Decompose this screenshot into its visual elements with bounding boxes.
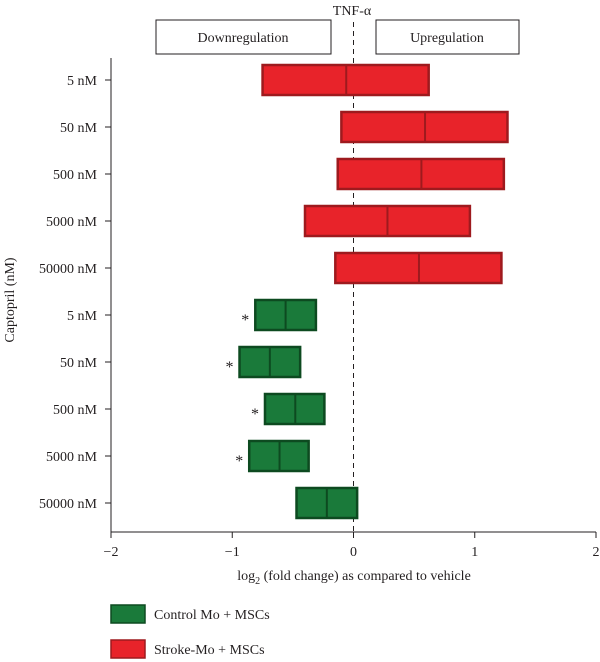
- legend-swatch-control: [110, 604, 146, 624]
- x-tick-label: 1: [471, 545, 478, 560]
- y-tick-label: 5000 nM: [46, 450, 98, 465]
- upregulation-box: [375, 19, 520, 55]
- significance-marker: *: [226, 359, 234, 376]
- y-tick-label: 500 nM: [53, 403, 98, 418]
- chart-title: TNF-α: [333, 4, 372, 19]
- downregulation-box: [155, 19, 332, 55]
- tick-layer: 5 nM 50 nM 500 nM 5000 nM 50000 nM 5 nM 50 nM 5…: [39, 74, 599, 560]
- downregulation-label: Downregulation: [198, 31, 289, 46]
- x-tick-label: 2: [593, 545, 600, 560]
- bar-layer: * * * *: [226, 63, 509, 520]
- x-axis-label-rest: (fold change) as compared to vehicle: [260, 569, 471, 584]
- upregulation-label: Upregulation: [410, 31, 484, 46]
- x-axis-label-main: log: [237, 569, 255, 584]
- y-tick-label: 50 nM: [60, 121, 98, 136]
- x-tick-label: −2: [104, 545, 119, 560]
- x-axis-label-subscript: 2: [255, 576, 260, 587]
- y-tick-label: 500 nM: [53, 168, 98, 183]
- significance-marker: *: [235, 453, 243, 470]
- y-tick-label: 5 nM: [67, 74, 98, 89]
- y-axis-label: Captopril (nM): [3, 257, 18, 342]
- x-tick-label: 0: [350, 545, 357, 560]
- y-tick-label: 5000 nM: [46, 215, 98, 230]
- y-tick-label: 50000 nM: [39, 262, 98, 277]
- legend-label-stroke: Stroke-Mo + MSCs: [154, 643, 265, 658]
- significance-marker: *: [241, 312, 249, 329]
- legend: Control Mo + MSCs Stroke-Mo + MSCs: [110, 604, 270, 659]
- y-tick-label: 50 nM: [60, 356, 98, 371]
- x-tick-label: −1: [225, 545, 240, 560]
- legend-label-control: Control Mo + MSCs: [154, 608, 270, 623]
- y-tick-label: 5 nM: [67, 309, 98, 324]
- legend-swatch-stroke: [110, 639, 146, 659]
- x-axis-label: log2 (fold change) as compared to vehicl…: [237, 569, 471, 587]
- y-tick-label: 50000 nM: [39, 497, 98, 512]
- significance-marker: *: [251, 406, 259, 423]
